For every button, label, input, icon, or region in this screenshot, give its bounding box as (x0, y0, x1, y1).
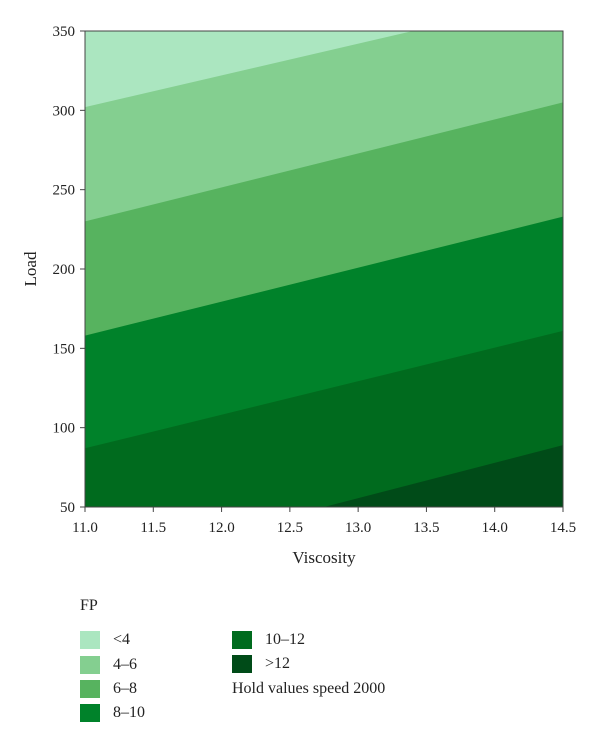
y-tick-label: 350 (53, 24, 76, 40)
x-tick-label: 11.0 (72, 520, 98, 536)
contour-band-4 (85, 330, 563, 507)
x-tick-label: 14.0 (482, 520, 508, 536)
x-axis-label: Viscosity (292, 548, 356, 567)
x-tick-label: 12.0 (208, 520, 234, 536)
y-tick-label: 200 (53, 262, 76, 278)
y-axis: 50 100 150 200 250 300 350 (53, 24, 85, 516)
y-tick-label: 150 (53, 341, 76, 357)
y-tick-label: 50 (60, 500, 75, 516)
y-tick-label: 100 (53, 421, 76, 437)
x-tick-label: 13.5 (413, 520, 439, 536)
x-tick-label: 12.5 (277, 520, 303, 536)
x-axis: 11.0 11.5 12.0 12.5 13.0 13.5 14.0 14.5 (72, 507, 576, 536)
y-tick-label: 300 (53, 103, 76, 119)
y-tick-label: 250 (53, 183, 76, 199)
contour-band-5 (323, 445, 563, 507)
x-tick-label: 14.5 (550, 520, 576, 536)
y-axis-label: Load (21, 251, 40, 286)
x-tick-label: 11.5 (140, 520, 166, 536)
x-tick-label: 13.0 (345, 520, 371, 536)
contour-bands (85, 31, 563, 507)
